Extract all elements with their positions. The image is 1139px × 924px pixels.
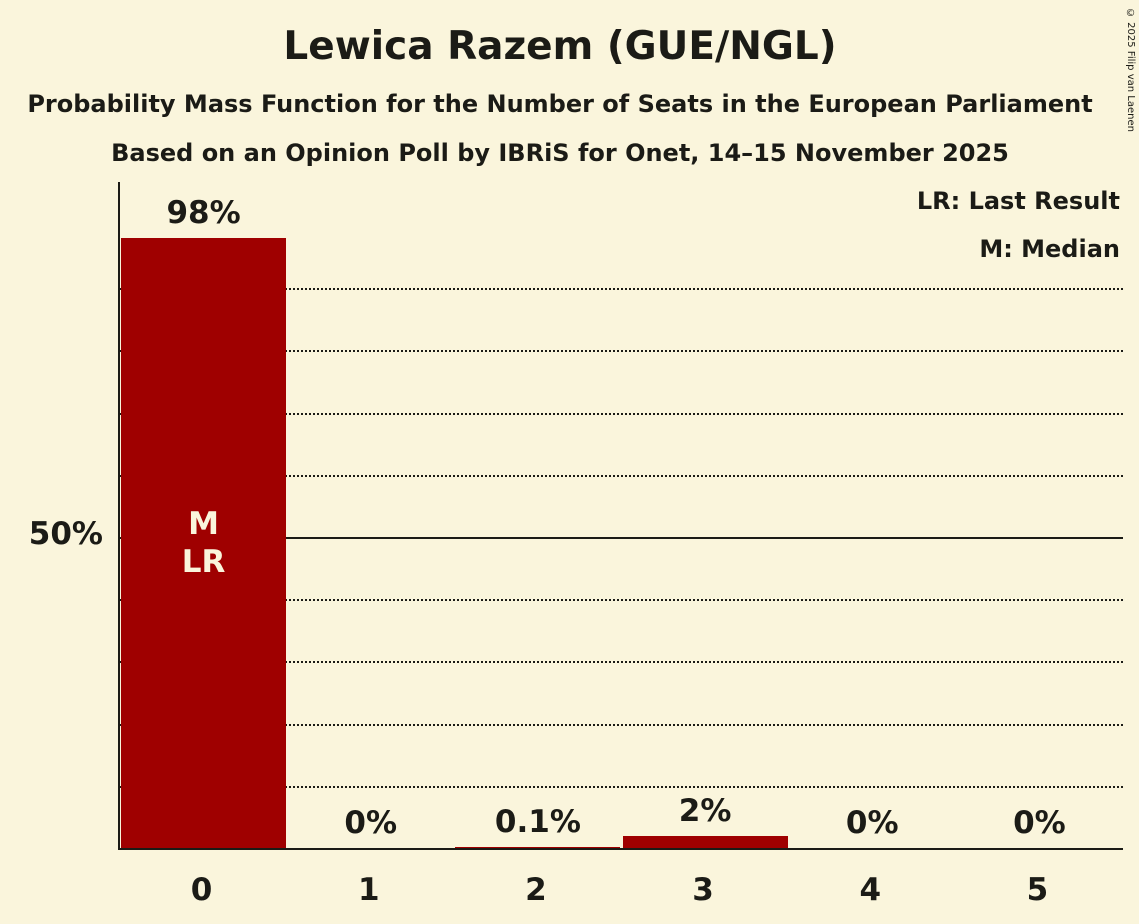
bar-value-label-seat-5: 0% <box>1013 805 1066 841</box>
chart-subtitle-2: Based on an Opinion Poll by IBRiS for On… <box>111 139 1009 167</box>
solid-line-50-percent <box>120 537 1123 539</box>
bar-seat-0 <box>121 238 287 848</box>
gridline-20-percent <box>120 723 1123 726</box>
x-axis-label-2: 2 <box>525 872 547 908</box>
bar-value-label-seat-3: 2% <box>678 792 732 829</box>
gridline-40-percent <box>120 599 1123 602</box>
y-axis-50-percent-label: 50% <box>28 516 103 552</box>
x-axis-label-5: 5 <box>1026 872 1049 908</box>
copyright-notice: © 2025 Filip van Laenen <box>1125 8 1136 132</box>
x-axis-label-3: 3 <box>692 872 714 908</box>
plot-area: 98% 0% 0.1% 2% 0% 0% M LR <box>118 182 1123 850</box>
bar-value-label-seat-1: 0% <box>344 805 398 841</box>
legend-median: M: Median <box>979 235 1120 263</box>
x-axis-label-4: 4 <box>859 872 882 908</box>
bar-seat-2 <box>455 847 621 848</box>
x-axis-label-1: 1 <box>357 872 380 908</box>
bar-value-label-seat-0: 98% <box>166 195 241 232</box>
chart-title: Lewica Razem (GUE/NGL) <box>283 24 837 69</box>
x-axis-labels: 0 1 2 3 4 5 <box>118 872 1121 916</box>
gridline-70-percent <box>120 412 1123 415</box>
gridline-60-percent <box>120 474 1123 477</box>
bar-value-label-seat-4: 0% <box>845 805 899 841</box>
chart-subtitle-1: Probability Mass Function for the Number… <box>27 90 1093 118</box>
gridline-90-percent <box>120 288 1123 291</box>
gridline-30-percent <box>120 661 1123 664</box>
bar-seat-3 <box>622 835 788 848</box>
gridline-80-percent <box>120 350 1123 353</box>
legend-last-result: LR: Last Result <box>916 187 1120 215</box>
gridline-10-percent <box>120 785 1123 788</box>
annotation-line: LR <box>181 544 226 581</box>
median-last-result-marker: M LR <box>120 505 287 581</box>
x-axis-label-0: 0 <box>190 872 213 908</box>
bar-value-label-seat-2: 0.1% <box>494 804 581 841</box>
annotation-line: M <box>188 506 219 543</box>
